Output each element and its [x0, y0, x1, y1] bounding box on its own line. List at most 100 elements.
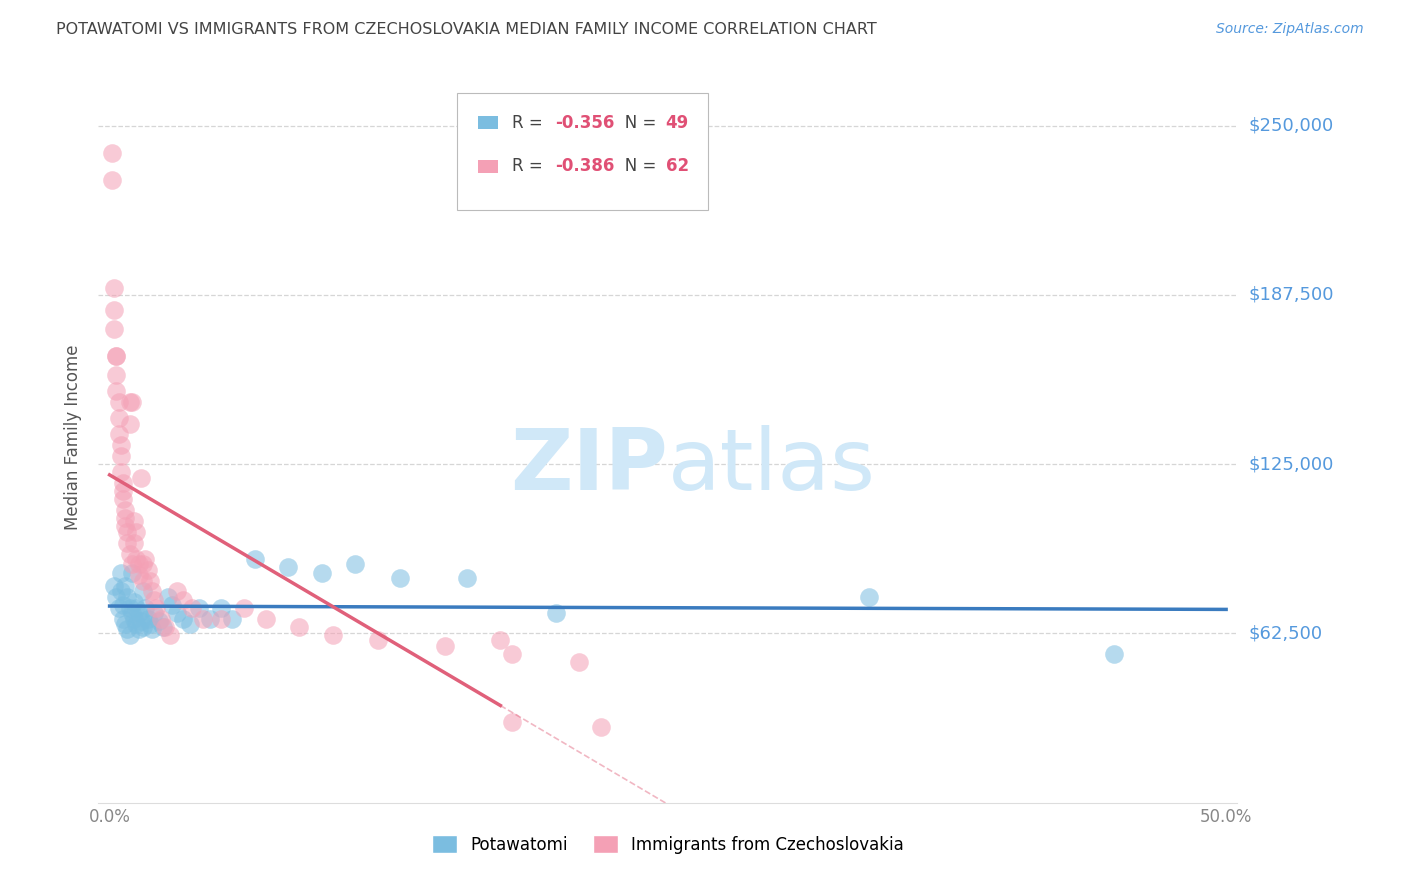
Point	[232, 600, 254, 615]
Point	[111, 492, 134, 507]
Point	[149, 611, 172, 625]
Point	[155, 620, 177, 634]
Point	[122, 611, 145, 625]
Point	[128, 558, 150, 572]
Point	[159, 628, 181, 642]
Point	[148, 615, 170, 629]
Point	[311, 566, 333, 580]
Point	[388, 571, 411, 585]
Text: 49: 49	[665, 113, 689, 131]
Text: $187,500: $187,500	[1249, 285, 1334, 304]
Point	[567, 655, 589, 669]
Text: ZIP: ZIP	[510, 425, 668, 508]
Point	[121, 566, 143, 580]
Point	[181, 600, 204, 615]
Point	[141, 623, 163, 637]
Point	[132, 574, 155, 588]
Point	[209, 611, 232, 625]
Point	[114, 503, 136, 517]
Text: Source: ZipAtlas.com: Source: ZipAtlas.com	[1216, 22, 1364, 37]
Point	[546, 606, 568, 620]
Point	[128, 606, 150, 620]
Text: $250,000: $250,000	[1249, 117, 1334, 135]
Point	[143, 606, 166, 620]
Point	[134, 600, 156, 615]
Text: R =: R =	[512, 113, 548, 131]
Point	[288, 620, 311, 634]
Point	[254, 611, 277, 625]
Text: -0.386: -0.386	[555, 158, 614, 176]
Y-axis label: Median Family Income: Median Family Income	[65, 344, 83, 530]
Point	[101, 145, 124, 160]
Point	[132, 620, 155, 634]
Point	[129, 471, 152, 485]
Text: $62,500: $62,500	[1249, 624, 1323, 642]
Legend: Potawatomi, Immigrants from Czechoslovakia: Potawatomi, Immigrants from Czechoslovak…	[425, 829, 911, 860]
Point	[160, 598, 183, 612]
Point	[110, 438, 132, 452]
Point	[344, 558, 367, 572]
Point	[125, 617, 148, 632]
Point	[141, 584, 163, 599]
Point	[110, 449, 132, 463]
Point	[111, 476, 134, 491]
FancyBboxPatch shape	[478, 116, 498, 129]
Point	[172, 611, 194, 625]
Point	[114, 511, 136, 525]
Point	[132, 584, 155, 599]
Point	[118, 547, 141, 561]
Point	[139, 574, 162, 588]
Point	[105, 368, 128, 382]
Point	[243, 552, 266, 566]
Point	[117, 623, 139, 637]
Point	[118, 600, 141, 615]
Point	[179, 617, 201, 632]
Point	[209, 600, 232, 615]
Point	[489, 633, 512, 648]
Text: -0.356: -0.356	[555, 113, 614, 131]
Point	[501, 714, 523, 729]
Text: POTAWATOMI VS IMMIGRANTS FROM CZECHOSLOVAKIA MEDIAN FAMILY INCOME CORRELATION CH: POTAWATOMI VS IMMIGRANTS FROM CZECHOSLOV…	[56, 22, 877, 37]
Point	[172, 592, 194, 607]
Point	[101, 172, 124, 186]
Point	[110, 465, 132, 479]
FancyBboxPatch shape	[478, 160, 498, 173]
Text: atlas: atlas	[668, 425, 876, 508]
Point	[132, 558, 155, 572]
Point	[134, 552, 156, 566]
Point	[110, 584, 132, 599]
Point	[143, 592, 166, 607]
Point	[122, 595, 145, 609]
Point	[166, 606, 188, 620]
Point	[145, 600, 167, 615]
Text: N =: N =	[609, 113, 661, 131]
Point	[136, 611, 159, 625]
Point	[107, 600, 129, 615]
Point	[118, 395, 141, 409]
Point	[139, 617, 162, 632]
FancyBboxPatch shape	[457, 94, 707, 211]
Point	[198, 611, 221, 625]
Point	[114, 617, 136, 632]
Point	[114, 579, 136, 593]
Point	[103, 322, 125, 336]
Point	[122, 535, 145, 549]
Point	[111, 611, 134, 625]
Point	[105, 384, 128, 398]
Point	[501, 647, 523, 661]
Point	[589, 720, 612, 734]
Point	[111, 484, 134, 499]
Point	[110, 566, 132, 580]
Point	[221, 611, 243, 625]
Point	[103, 302, 125, 317]
Point	[121, 395, 143, 409]
Point	[118, 628, 141, 642]
Point	[107, 411, 129, 425]
Point	[105, 349, 128, 363]
Point	[125, 600, 148, 615]
Point	[114, 519, 136, 533]
Point	[1104, 647, 1126, 661]
Point	[121, 558, 143, 572]
Point	[122, 514, 145, 528]
Point	[858, 590, 880, 604]
